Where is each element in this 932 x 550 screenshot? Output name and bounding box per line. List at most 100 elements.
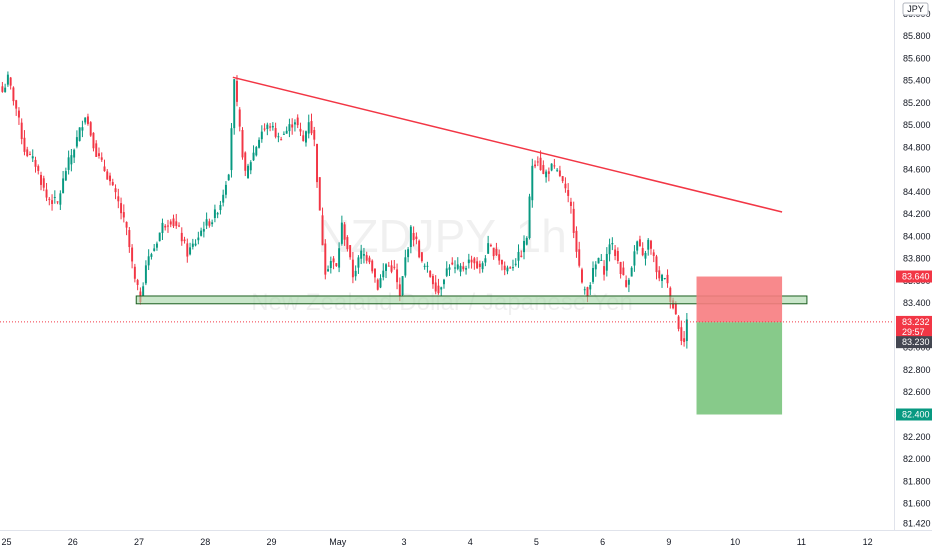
candle-body <box>125 221 128 228</box>
candle-body <box>73 149 76 158</box>
candle-body <box>45 189 48 198</box>
candle-body <box>597 257 600 264</box>
candle-body <box>564 183 567 189</box>
x-tick-label: 27 <box>134 537 144 547</box>
candle-body <box>150 254 153 257</box>
candle-body <box>354 270 357 277</box>
candle-body <box>495 248 498 256</box>
candle-body <box>528 196 531 238</box>
candle-body <box>343 224 346 240</box>
watermark-title: NZDJPY, 1h <box>317 210 567 262</box>
candle-body <box>106 171 109 180</box>
x-tick-label: 12 <box>863 537 873 547</box>
candle-body <box>536 161 539 163</box>
candle-body <box>638 239 641 247</box>
candle-body <box>86 116 89 124</box>
y-tick-label: 85.800 <box>903 31 931 41</box>
candle-body <box>70 155 73 165</box>
candle-body <box>307 122 310 134</box>
candle-body <box>302 135 305 141</box>
candle-body <box>100 157 103 160</box>
candle-body <box>167 225 169 227</box>
currency-badge[interactable]: JPY <box>902 2 929 16</box>
candle-body <box>605 253 608 271</box>
x-tick-label: 28 <box>200 537 210 547</box>
candle-body <box>131 247 134 262</box>
time-axis[interactable]: 25 26 27 28 29 May 3 4 5 6 9 10 11 12 <box>2 537 873 547</box>
candle-body <box>374 268 376 278</box>
candle-body <box>625 280 628 287</box>
candle-body <box>652 252 655 256</box>
candle-body <box>390 265 393 272</box>
candle-body <box>616 250 619 262</box>
candle-body <box>84 117 87 123</box>
candle-body <box>594 264 597 270</box>
candle-body <box>423 265 426 267</box>
candle-body <box>227 174 230 181</box>
candle-body <box>506 267 509 272</box>
candle-body <box>164 225 167 228</box>
y-tick-label: 85.400 <box>903 76 931 86</box>
candle-body <box>412 233 415 241</box>
candle-body <box>503 265 506 270</box>
y-tick-label: 84.600 <box>903 165 931 175</box>
candle-body <box>31 156 34 159</box>
candle-body <box>473 258 476 264</box>
x-tick-label: 26 <box>68 537 78 547</box>
candle-body <box>512 267 514 269</box>
candle-body <box>608 244 611 255</box>
candle-body <box>213 209 216 219</box>
candle-body <box>191 243 194 247</box>
candle-body <box>186 243 189 257</box>
svg-text:JPY: JPY <box>907 4 924 14</box>
y-tick-label: 83.400 <box>903 298 931 308</box>
candle-body <box>531 165 534 201</box>
x-tick-label: 9 <box>666 537 671 547</box>
candle-body <box>222 194 225 203</box>
candle-body <box>338 248 341 268</box>
drawings[interactable] <box>0 76 894 415</box>
candle-body <box>517 251 520 261</box>
x-tick-label: 5 <box>534 537 539 547</box>
candle-body <box>180 232 183 242</box>
candle-body <box>189 247 192 255</box>
candle-body <box>42 178 45 188</box>
candle-body <box>158 232 161 242</box>
candle-body <box>17 110 20 118</box>
candle-body <box>98 153 100 156</box>
y-tick-label: 81.800 <box>903 476 931 486</box>
candle-body <box>376 279 379 290</box>
price-label-bg <box>896 270 932 283</box>
y-tick-label: 84.400 <box>903 187 931 197</box>
candle-body <box>89 122 92 136</box>
y-tick-label: 82.000 <box>903 454 931 464</box>
candle-body <box>396 269 399 283</box>
y-tick-label: 83.800 <box>903 254 931 264</box>
candle-body <box>274 128 277 137</box>
candle-body <box>75 137 78 147</box>
candle-body <box>550 163 553 171</box>
candle-body <box>420 252 423 262</box>
candle-body <box>509 267 512 269</box>
candle-body <box>169 221 172 225</box>
candle-body <box>340 222 343 244</box>
candle-body <box>476 261 479 269</box>
candle-body <box>34 159 37 167</box>
candle-body <box>636 241 639 251</box>
candle-body <box>368 257 371 263</box>
x-tick-label: 3 <box>401 537 406 547</box>
candle-body <box>534 164 537 167</box>
candle-body <box>465 268 468 270</box>
candle-body <box>500 259 503 265</box>
candle-body <box>385 264 387 271</box>
candles <box>1 71 688 349</box>
candle-body <box>542 165 545 174</box>
candle-body <box>51 200 54 204</box>
candle-body <box>451 262 454 265</box>
x-tick-label: May <box>329 537 347 547</box>
candle-body <box>619 261 622 274</box>
candle-body <box>4 87 7 93</box>
candle-body <box>349 245 352 258</box>
